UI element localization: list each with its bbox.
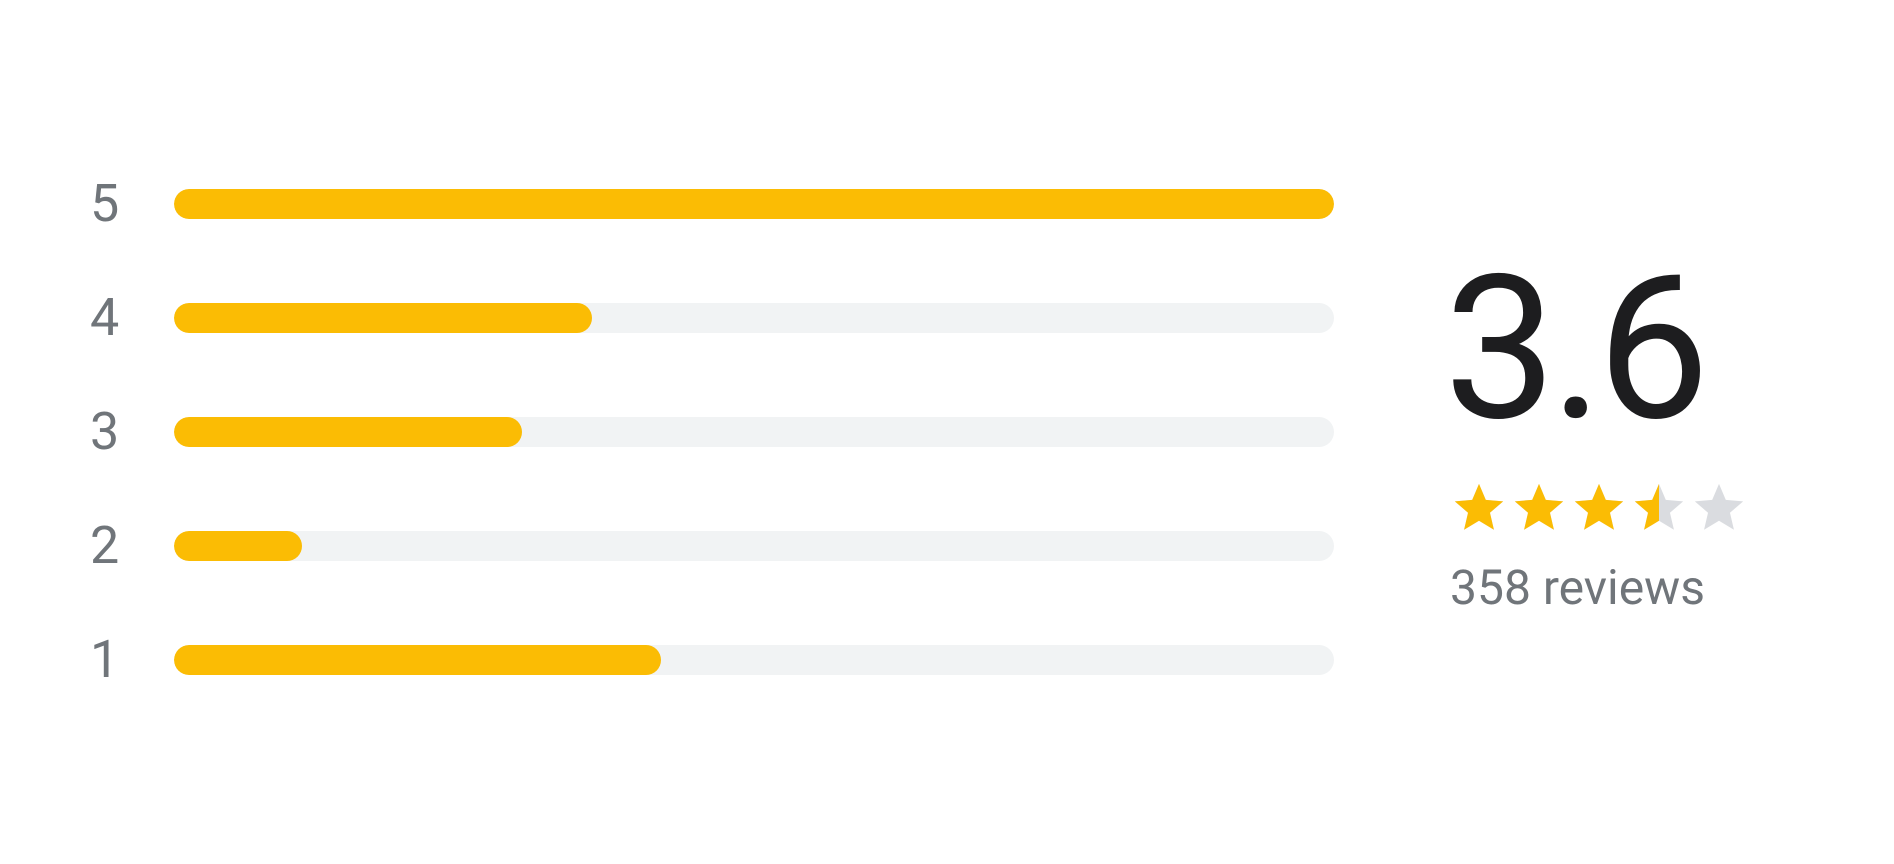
histogram-label: 1 — [90, 634, 126, 686]
histogram-row-3: 3 — [90, 406, 1334, 458]
histogram-row-1: 1 — [90, 634, 1334, 686]
bar-track — [174, 645, 1334, 675]
star-icon — [1450, 479, 1508, 537]
bar-fill — [174, 531, 302, 561]
star-icon — [1510, 479, 1568, 537]
bar-fill — [174, 417, 522, 447]
star-icon — [1630, 479, 1688, 537]
bar-track — [174, 189, 1334, 219]
bar-track — [174, 303, 1334, 333]
star-icon — [1570, 479, 1628, 537]
bar-track — [174, 417, 1334, 447]
score-value: 3.6 — [1444, 249, 1704, 449]
bar-fill — [174, 189, 1334, 219]
histogram-row-4: 4 — [90, 292, 1334, 344]
histogram-label: 2 — [90, 520, 126, 572]
rating-summary: 5 4 3 2 1 — [0, 178, 1894, 686]
reviews-count: 358 reviews — [1450, 559, 1705, 616]
rating-histogram: 5 4 3 2 1 — [90, 178, 1334, 686]
stars-row — [1450, 479, 1748, 537]
bar-fill — [174, 645, 661, 675]
star-icon — [1690, 479, 1748, 537]
histogram-row-5: 5 — [90, 178, 1334, 230]
histogram-label: 5 — [90, 178, 126, 230]
histogram-label: 4 — [90, 292, 126, 344]
histogram-label: 3 — [90, 406, 126, 458]
histogram-row-2: 2 — [90, 520, 1334, 572]
bar-fill — [174, 303, 592, 333]
score-panel: 3.6 358 reviews — [1444, 249, 1804, 616]
bar-track — [174, 531, 1334, 561]
